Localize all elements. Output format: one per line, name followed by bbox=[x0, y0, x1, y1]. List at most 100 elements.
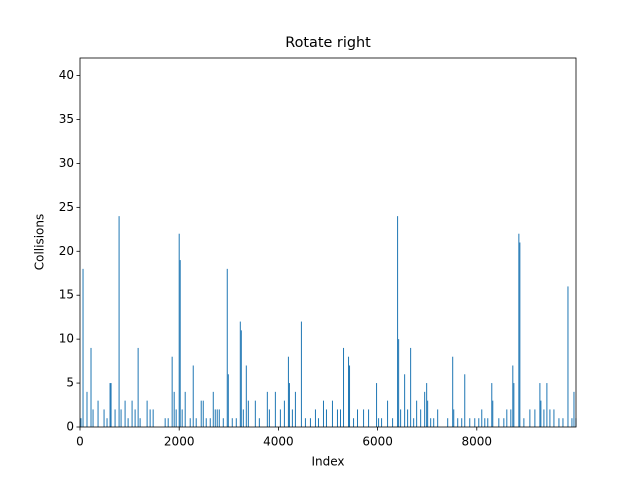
bar bbox=[106, 418, 108, 427]
y-axis-label: Collisions bbox=[33, 214, 47, 271]
bar bbox=[543, 409, 545, 427]
x-tick-label: 2000 bbox=[164, 435, 195, 449]
bar bbox=[387, 400, 389, 427]
bar bbox=[512, 365, 514, 427]
bar bbox=[534, 409, 536, 427]
bar bbox=[474, 418, 476, 427]
bar bbox=[212, 391, 214, 427]
bar bbox=[363, 409, 365, 427]
bar bbox=[349, 365, 351, 427]
bar bbox=[152, 409, 154, 427]
bar bbox=[274, 391, 276, 427]
y-tick-label: 10 bbox=[59, 332, 74, 346]
bar bbox=[317, 418, 319, 427]
bar bbox=[82, 268, 84, 427]
bar bbox=[567, 286, 569, 427]
bar bbox=[247, 400, 249, 427]
bar bbox=[202, 400, 204, 427]
bar bbox=[398, 339, 400, 427]
bar bbox=[357, 409, 359, 427]
bar bbox=[178, 233, 180, 427]
bar bbox=[294, 391, 296, 427]
bar bbox=[523, 418, 525, 427]
bar bbox=[192, 365, 194, 427]
bar bbox=[416, 400, 418, 427]
bar bbox=[410, 347, 412, 427]
bar bbox=[266, 391, 268, 427]
bar bbox=[134, 409, 136, 427]
bar bbox=[464, 374, 466, 427]
x-tick-label: 6000 bbox=[362, 435, 393, 449]
bar bbox=[149, 409, 151, 427]
bar bbox=[200, 400, 202, 427]
bar bbox=[209, 418, 211, 427]
bar bbox=[325, 409, 327, 427]
x-tick-label: 4000 bbox=[263, 435, 294, 449]
bar bbox=[110, 383, 112, 427]
y-tick-label: 5 bbox=[66, 376, 74, 390]
bar bbox=[433, 418, 435, 427]
bar bbox=[227, 374, 229, 427]
bar bbox=[336, 409, 338, 427]
bar bbox=[235, 418, 237, 427]
bar bbox=[424, 391, 426, 427]
bar bbox=[120, 409, 122, 427]
bar bbox=[179, 260, 181, 427]
bar bbox=[288, 383, 290, 427]
bar bbox=[573, 391, 575, 427]
bar bbox=[343, 347, 345, 427]
bar bbox=[164, 418, 166, 427]
bar bbox=[92, 409, 94, 427]
bar bbox=[304, 418, 306, 427]
bar bbox=[491, 383, 493, 427]
bar bbox=[339, 409, 341, 427]
bar bbox=[513, 383, 515, 427]
bar bbox=[558, 418, 560, 427]
bar bbox=[109, 383, 111, 427]
bar bbox=[181, 409, 183, 427]
bar bbox=[392, 418, 394, 427]
bar bbox=[309, 418, 311, 427]
bar bbox=[331, 400, 333, 427]
bar bbox=[184, 391, 186, 427]
bar bbox=[205, 418, 207, 427]
bar bbox=[118, 216, 120, 427]
bar bbox=[368, 409, 370, 427]
bar bbox=[242, 409, 244, 427]
bar bbox=[481, 409, 483, 427]
bar bbox=[376, 383, 378, 427]
bar bbox=[314, 409, 316, 427]
bar bbox=[397, 216, 399, 427]
bar bbox=[245, 365, 247, 427]
bar bbox=[529, 409, 531, 427]
bar bbox=[80, 418, 82, 427]
bar bbox=[97, 400, 99, 427]
bar bbox=[137, 347, 139, 427]
x-tick-label: 0 bbox=[76, 435, 84, 449]
bar bbox=[400, 409, 402, 427]
bar bbox=[231, 418, 233, 427]
y-tick-label: 40 bbox=[59, 68, 74, 82]
bar bbox=[426, 383, 428, 427]
bar bbox=[167, 418, 169, 427]
bar bbox=[378, 418, 380, 427]
bar bbox=[437, 409, 439, 427]
bar bbox=[222, 418, 224, 427]
bar bbox=[90, 347, 92, 427]
bar bbox=[549, 409, 551, 427]
bar bbox=[492, 400, 494, 427]
bar bbox=[127, 418, 129, 427]
bar bbox=[214, 409, 216, 427]
y-tick-label: 20 bbox=[59, 244, 74, 258]
bar bbox=[86, 391, 88, 427]
bar bbox=[562, 418, 564, 427]
bar bbox=[519, 242, 521, 427]
bar bbox=[240, 330, 242, 427]
bar bbox=[553, 409, 555, 427]
bar bbox=[131, 400, 133, 427]
bar bbox=[226, 268, 228, 427]
bar bbox=[146, 400, 148, 427]
bar bbox=[457, 418, 459, 427]
